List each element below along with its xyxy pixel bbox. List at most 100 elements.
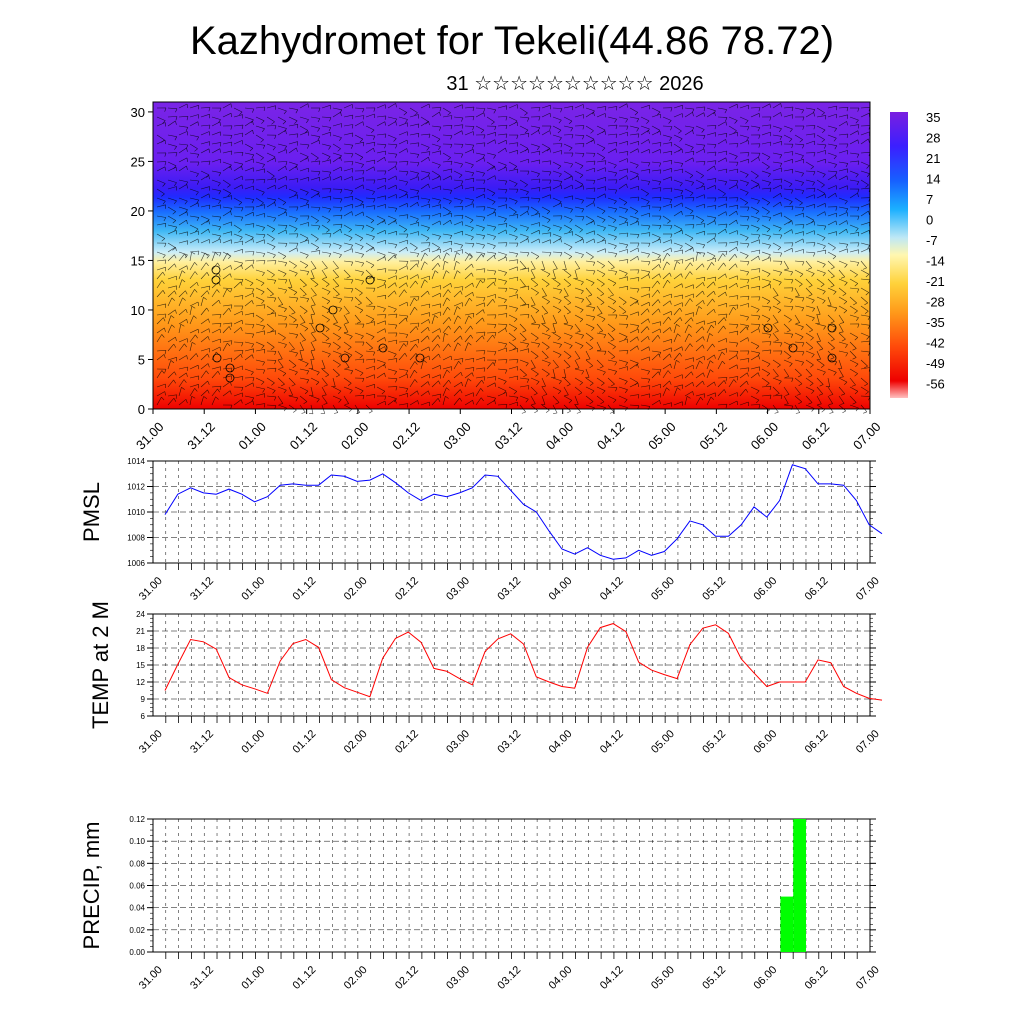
heatmap-x-tick-label: 06.00 bbox=[748, 419, 782, 453]
calm-wind-marker bbox=[827, 323, 837, 333]
colorbar-label: -21 bbox=[926, 274, 945, 289]
precip-x-tick-label: 02.12 bbox=[393, 964, 421, 992]
colorbar-label: -35 bbox=[926, 315, 945, 330]
heatmap-x-tick-label: 02.12 bbox=[389, 419, 423, 453]
precip-y-tick-label: 0.08 bbox=[129, 859, 145, 868]
pmsl-x-tick-label: 03.00 bbox=[444, 575, 472, 603]
colorbar-label: -42 bbox=[926, 336, 945, 351]
heatmap-y-tick-label: 10 bbox=[131, 303, 145, 318]
colorbar-label: 14 bbox=[926, 172, 940, 187]
pmsl-x-tick-label: 31.00 bbox=[137, 575, 165, 603]
precip-x-tick-label: 04.00 bbox=[547, 964, 575, 992]
heatmap-x-tick-label: 06.12 bbox=[799, 419, 833, 453]
precip-y-tick-label: 0.06 bbox=[129, 882, 145, 891]
pmsl-y-tick-label: 1012 bbox=[127, 483, 145, 492]
temp-x-tick-label: 02.12 bbox=[393, 728, 421, 756]
precip-y-tick-label: 0.12 bbox=[129, 815, 145, 824]
precip-x-tick-label: 04.12 bbox=[598, 964, 626, 992]
pmsl-x-tick-label: 31.12 bbox=[188, 575, 216, 603]
calm-wind-marker bbox=[328, 305, 338, 315]
pmsl-y-tick-label: 1008 bbox=[127, 534, 145, 543]
precip-y-tick-label: 0.00 bbox=[129, 948, 145, 957]
temp-x-tick-label: 01.12 bbox=[291, 728, 319, 756]
pmsl-x-tick-label: 01.12 bbox=[291, 575, 319, 603]
pmsl-x-tick-label: 03.12 bbox=[495, 575, 523, 603]
calm-wind-marker bbox=[365, 275, 375, 285]
heatmap-x-tick-label: 01.00 bbox=[235, 419, 269, 453]
precip-y-tick-label: 0.04 bbox=[129, 904, 145, 913]
temp-x-tick-label: 04.00 bbox=[547, 728, 575, 756]
temp-y-tick-label: 15 bbox=[136, 661, 145, 670]
heatmap-y-tick-label: 30 bbox=[131, 105, 145, 120]
calm-wind-marker bbox=[225, 373, 235, 383]
heatmap-field bbox=[153, 102, 870, 409]
colorbar-label: 28 bbox=[926, 131, 940, 146]
colorbar-label: -14 bbox=[926, 254, 945, 269]
temp-y-tick-label: 24 bbox=[136, 610, 145, 619]
calm-wind-marker bbox=[225, 363, 235, 373]
pmsl-y-tick-label: 1010 bbox=[127, 508, 145, 517]
colorbar bbox=[890, 112, 908, 398]
calm-wind-marker bbox=[788, 343, 798, 353]
temp-x-tick-label: 31.12 bbox=[188, 728, 216, 756]
pmsl-x-tick-label: 05.00 bbox=[649, 575, 677, 603]
temp-y-tick-label: 6 bbox=[141, 712, 146, 721]
pmsl-y-tick-label: 1006 bbox=[127, 559, 145, 568]
temp-y-axis-label: TEMP at 2 M bbox=[88, 601, 113, 729]
heatmap-x-tick-label: 05.12 bbox=[696, 419, 730, 453]
calm-wind-marker bbox=[211, 265, 221, 275]
pmsl-line bbox=[164, 464, 883, 560]
precip-y-axis-label: PRECIP, mm bbox=[79, 822, 104, 950]
colorbar-label: -49 bbox=[926, 356, 945, 371]
page-subtitle: 31 ☆☆☆☆☆☆☆☆☆☆ 2026 bbox=[446, 73, 704, 95]
pmsl-y-tick-label: 1014 bbox=[127, 457, 145, 466]
page-title: Kazhydromet for Tekeli(44.86 78.72) bbox=[189, 19, 835, 63]
calm-wind-marker bbox=[212, 353, 222, 363]
colorbar-label: 0 bbox=[926, 213, 933, 228]
precip-x-tick-label: 01.12 bbox=[291, 964, 319, 992]
temp-x-tick-label: 07.00 bbox=[854, 728, 882, 756]
temp-line bbox=[164, 623, 883, 701]
temp-x-tick-label: 05.00 bbox=[649, 728, 677, 756]
precip-bar bbox=[793, 819, 806, 952]
precip-y-tick-label: 0.02 bbox=[129, 926, 145, 935]
pmsl-x-tick-label: 02.00 bbox=[342, 575, 370, 603]
heatmap-x-tick-label: 03.00 bbox=[440, 419, 474, 453]
temp-x-tick-label: 02.00 bbox=[342, 728, 370, 756]
temp-y-tick-label: 12 bbox=[136, 678, 145, 687]
precip-x-tick-label: 06.12 bbox=[803, 964, 831, 992]
heatmap-x-tick-label: 05.00 bbox=[645, 419, 679, 453]
precip-x-tick-label: 05.12 bbox=[700, 964, 728, 992]
wind-barbs bbox=[156, 103, 871, 415]
precip-x-tick-label: 03.12 bbox=[495, 964, 523, 992]
calm-wind-marker bbox=[763, 323, 773, 333]
temp-x-tick-label: 05.12 bbox=[700, 728, 728, 756]
calm-wind-marker bbox=[211, 275, 221, 285]
calm-wind-marker bbox=[315, 323, 325, 333]
precip-bar bbox=[780, 896, 794, 952]
colorbar-label: -56 bbox=[926, 377, 945, 392]
precip-x-tick-label: 01.00 bbox=[239, 964, 267, 992]
heatmap-y-tick-label: 20 bbox=[131, 204, 145, 219]
temp-y-tick-label: 21 bbox=[136, 627, 145, 636]
colorbar-label: 21 bbox=[926, 151, 940, 166]
heatmap-y-tick-label: 15 bbox=[131, 253, 145, 268]
heatmap-x-tick-label: 07.00 bbox=[850, 419, 884, 453]
heatmap-x-tick-label: 04.12 bbox=[594, 419, 628, 453]
calm-wind-marker bbox=[415, 353, 425, 363]
precip-x-tick-label: 03.00 bbox=[444, 964, 472, 992]
heatmap-y-tick-label: 0 bbox=[138, 402, 145, 417]
temp-x-tick-label: 31.00 bbox=[137, 728, 165, 756]
temp-x-tick-label: 01.00 bbox=[239, 728, 267, 756]
pmsl-x-tick-label: 02.12 bbox=[393, 575, 421, 603]
heatmap-x-tick-label: 03.12 bbox=[492, 419, 526, 453]
colorbar-label: -28 bbox=[926, 295, 945, 310]
pmsl-x-tick-label: 06.12 bbox=[803, 575, 831, 603]
calm-wind-marker bbox=[378, 343, 388, 353]
heatmap-x-tick-label: 01.12 bbox=[287, 419, 321, 453]
colorbar-label: 35 bbox=[926, 110, 940, 125]
pmsl-y-axis-label: PMSL bbox=[79, 482, 104, 542]
heatmap-y-tick-label: 5 bbox=[138, 352, 145, 367]
colorbar-label: 7 bbox=[926, 192, 933, 207]
